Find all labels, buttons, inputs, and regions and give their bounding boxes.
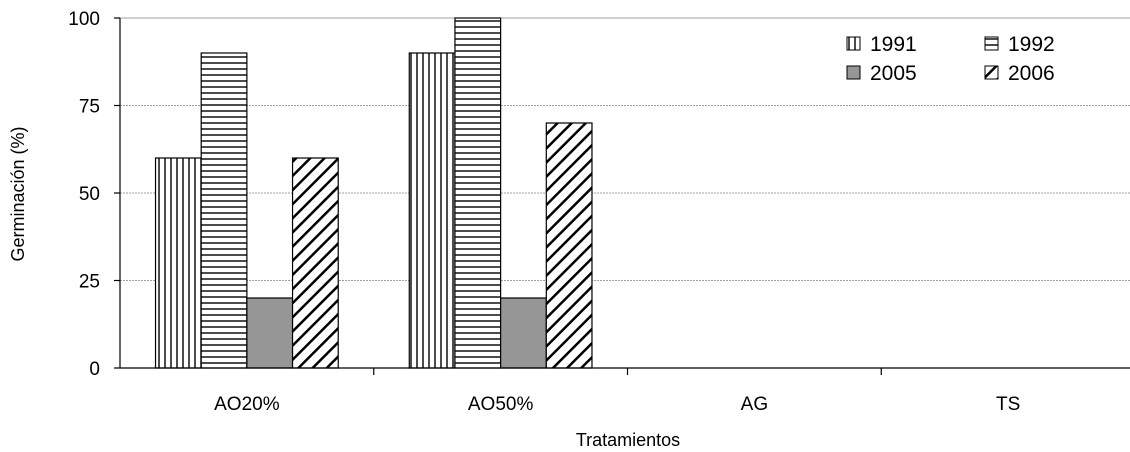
bars-group bbox=[154, 17, 593, 369]
gridlines bbox=[120, 17, 1130, 281]
bar-1991-AO50% bbox=[408, 52, 456, 369]
y-tick-label: 0 bbox=[89, 359, 100, 380]
legend-label-2006: 2006 bbox=[1008, 62, 1055, 85]
y-tick-label: 75 bbox=[79, 97, 100, 118]
bar-1992-AO50% bbox=[454, 17, 502, 369]
bar-1992-AO20% bbox=[200, 52, 248, 369]
x-tick-labels: AO20% AO50% AG TS bbox=[214, 394, 1020, 415]
y-tick-labels: 0 25 50 75 100 bbox=[68, 9, 100, 380]
legend-label-1992: 1992 bbox=[1008, 33, 1055, 56]
x-tick-label: AO20% bbox=[214, 394, 280, 415]
y-tick-label: 25 bbox=[79, 272, 100, 293]
legend-swatch-1991 bbox=[846, 36, 861, 51]
x-tick-label: AG bbox=[741, 394, 768, 415]
y-axis-title: Germinación (%) bbox=[8, 126, 28, 261]
y-tick-label: 50 bbox=[79, 184, 100, 205]
legend-label-1991: 1991 bbox=[870, 33, 917, 56]
legend-swatch-2006 bbox=[984, 65, 999, 80]
bar-2006-AO20% bbox=[291, 157, 339, 369]
legend-label-2005: 2005 bbox=[870, 62, 917, 85]
bar-2005-AO50% bbox=[500, 297, 547, 369]
legend-swatch-1992 bbox=[984, 36, 999, 51]
x-tick-label: TS bbox=[996, 394, 1020, 415]
axes bbox=[114, 17, 1130, 375]
bar-2006-AO50% bbox=[545, 122, 593, 369]
legend-swatch-2005 bbox=[846, 65, 861, 80]
bar-2005-AO20% bbox=[246, 297, 294, 369]
y-tick-label: 100 bbox=[68, 9, 100, 30]
legend: 1991 1992 2005 2006 bbox=[846, 33, 1055, 85]
x-axis-title: Tratamientos bbox=[576, 430, 680, 450]
bar-1991-AO20% bbox=[154, 157, 202, 369]
x-tick-label: AO50% bbox=[468, 394, 534, 415]
